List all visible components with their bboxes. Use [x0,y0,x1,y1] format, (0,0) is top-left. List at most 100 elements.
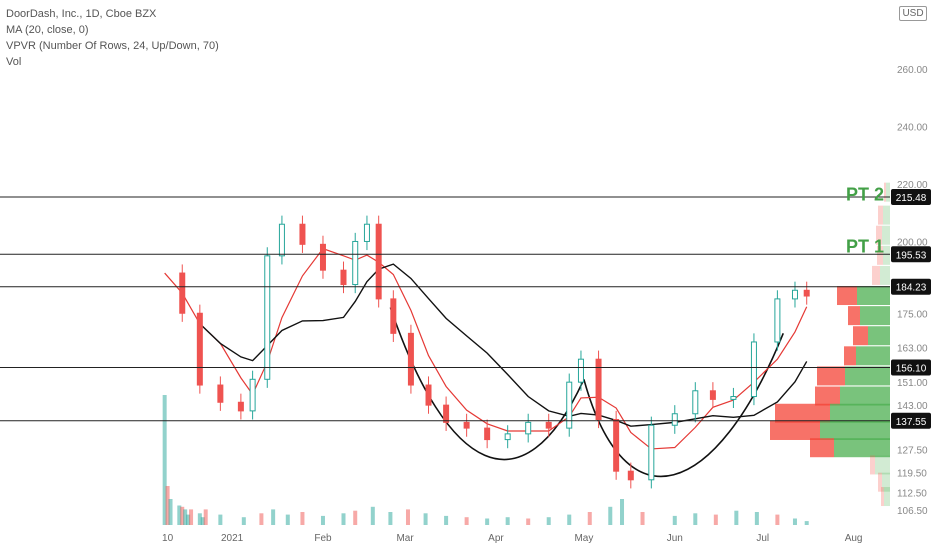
volume-profile-up-6 [860,306,890,326]
volume-profile-down-15 [878,472,882,492]
price-tick-10: 200.00 [897,237,928,248]
chart-legend: DoorDash, Inc., 1D, Cboe BZX MA (20, clo… [6,6,219,70]
candle-body-29 [671,413,678,426]
time-label-4: Apr [488,533,504,544]
volume-profile-up-0 [886,182,890,202]
time-label-0: 10 [162,533,174,544]
volume-bar-9 [200,517,205,525]
volume-profile-up-8 [856,346,890,366]
volume-profile-down-11 [775,403,830,423]
level-tag-2 [891,278,931,295]
time-label-7: Jul [756,533,769,544]
price-tick-3: 127.50 [897,446,928,457]
volume-bar-41 [792,518,797,525]
volume-bar-12 [241,517,246,525]
volume-bar-18 [341,513,346,525]
volume-bar-4 [180,506,185,525]
volume-bar-39 [754,512,759,525]
volume-bar-24 [444,515,449,525]
volume-bar-1 [165,486,170,525]
volume-bar-36 [693,513,698,525]
candle-body-32 [730,396,737,400]
volume-bar-23 [423,513,428,525]
volume-profile-down-5 [837,286,857,306]
volume-profile-down-2 [876,225,882,245]
candle-body-18 [463,421,470,429]
volume-profile-down-12 [770,420,820,440]
price-tick-12: 240.00 [897,123,928,134]
candle-body-14 [390,298,397,334]
time-axis[interactable]: 10 2021 Feb Mar Apr May Jun Jul Aug [162,533,862,544]
volume-bar-15 [285,514,290,525]
time-label-6: Jun [667,533,683,544]
ma-indicator-label[interactable]: MA (20, close, 0) [6,24,89,36]
volume-bar-30 [567,514,572,525]
candle-body-7 [278,223,285,257]
level-label-1: 195.53 [896,250,927,261]
price-target-0: PT 2 [846,185,884,205]
candle-body-19 [484,427,491,441]
volume-profile-up-7 [868,326,890,346]
volume-bar-26 [485,518,490,525]
price-tick-1: 112.50 [897,489,927,500]
price-tick-8: 175.00 [897,309,928,320]
candle-body-9 [319,243,326,271]
volume-profile-down-14 [870,455,875,475]
volume-profile-up-5 [857,286,890,306]
volume-bar-37 [713,514,718,525]
volume-indicator-label[interactable]: Vol [6,56,22,68]
volume-bar-38 [734,510,739,525]
cup-and-handle-lines [389,307,784,478]
candle-body-20 [504,433,511,441]
candle-body-11 [352,240,359,286]
price-axis[interactable]: 106.50 112.50 119.50 127.50 143.00 151.00 163.… [897,65,928,517]
price-tick-5: 143.00 [897,401,928,412]
volume-bar-28 [526,518,531,525]
price-tick-7: 163.00 [897,344,928,355]
vpvr-indicator-label[interactable]: VPVR (Number Of Rows, 24, Up/Down, 70) [6,40,219,52]
volume-profile-up-10 [840,386,890,406]
candlesticks [179,215,810,489]
candle-body-23 [566,381,573,429]
level-label-2: 184.23 [896,283,927,294]
volume-bar-20 [370,506,375,525]
candle-body-22 [545,421,552,429]
level-label-3: 156.10 [896,364,927,375]
time-label-8: Aug [845,533,863,544]
level-tag-4 [891,412,931,429]
horizontal-levels: 215.48 195.53 184.23 156.10 137.55 [0,189,931,429]
candle-body-17 [443,404,450,423]
candle-body-12 [363,223,370,242]
volume-profile-down-1 [878,205,883,225]
candle-body-1 [179,272,186,314]
candle-body-26 [613,418,620,472]
time-label-2: Feb [314,533,332,544]
price-tick-6: 151.00 [897,378,928,389]
volume-bar-5 [183,509,188,525]
volume-bar-34 [640,512,645,525]
candle-body-16 [425,384,432,406]
volume-profile-up-16 [884,487,890,507]
price-tick-2: 119.50 [897,469,927,480]
level-tag-0 [891,189,931,206]
time-label-3: Mar [396,533,414,544]
volume-bar-33 [620,499,625,525]
volume-profile-down-7 [853,326,868,346]
volume-profile-up-13 [834,438,890,458]
volume-profile-down-16 [881,487,884,507]
currency-button[interactable]: USD [899,6,927,21]
price-tick-0: 106.50 [897,506,928,517]
candle-body-15 [407,332,414,386]
candle-body-3 [217,384,224,403]
volume-bar-0 [162,395,167,525]
candle-body-31 [709,390,716,400]
volume-profile-up-1 [883,205,890,225]
volume-profile-up-12 [820,420,890,440]
level-tag-1 [891,246,931,263]
volume-profile-down-9 [817,366,845,386]
volume-profile-down-0 [884,182,886,202]
volume-bar-2 [168,499,173,525]
volume-bar-11 [218,514,223,525]
candle-body-25 [595,358,602,420]
